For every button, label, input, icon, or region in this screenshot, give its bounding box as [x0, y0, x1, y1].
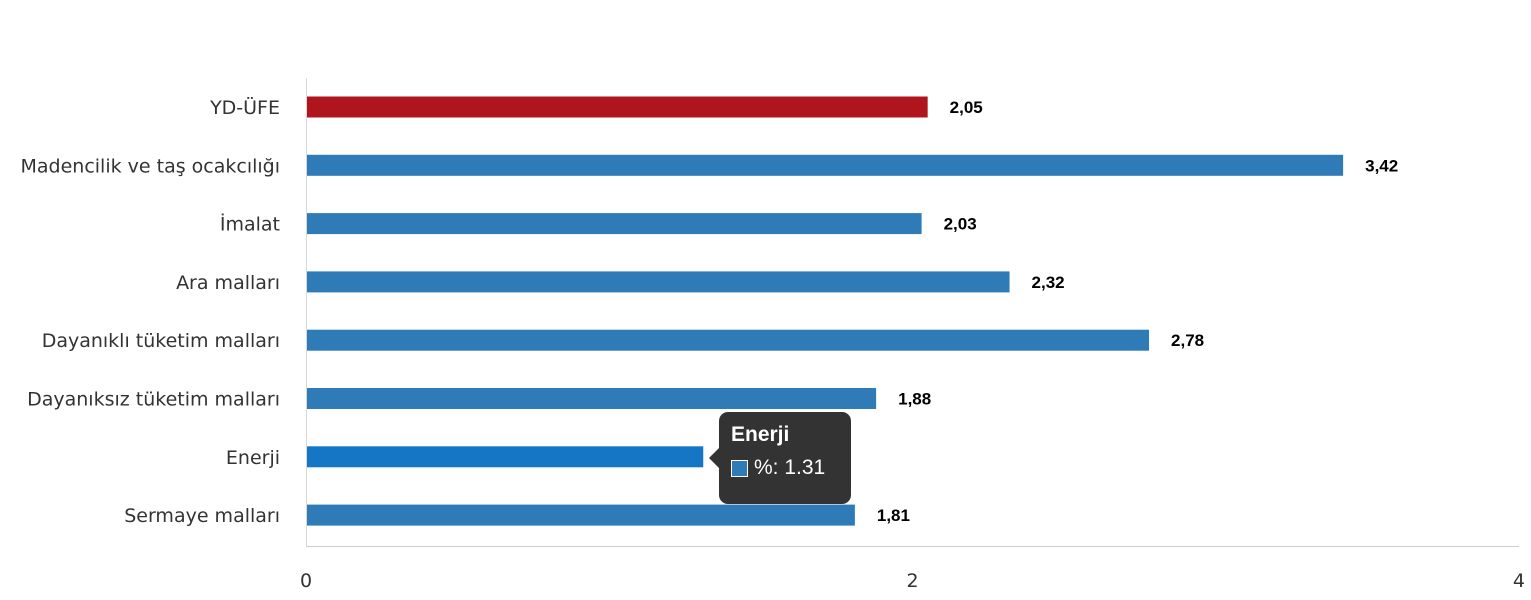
category-label: Sermaye malları: [124, 505, 280, 527]
data-label: 2,32: [1032, 273, 1065, 292]
data-label: 2,78: [1171, 331, 1204, 350]
tooltip: Enerji %: 1.31: [709, 412, 851, 504]
tooltip-value: %: 1.31: [754, 456, 826, 479]
tooltip-title: Enerji: [731, 423, 790, 446]
data-label: 3,42: [1365, 156, 1398, 175]
category-label: Ara malları: [176, 272, 280, 294]
category-label: Madencilik ve taş ocakcılığı: [21, 155, 281, 177]
bar[interactable]: [307, 329, 1150, 351]
data-label: 1,81: [877, 506, 910, 525]
bar[interactable]: [307, 96, 928, 118]
tooltip-row: %: 1.31: [731, 456, 839, 480]
data-label: 1,88: [898, 390, 931, 409]
data-label: 2,05: [950, 98, 983, 117]
bar[interactable]: [307, 388, 877, 409]
category-labels: YD-ÜFE Madencilik ve taş ocakcılığı İmalat…: [21, 96, 281, 527]
bars-layer: [307, 96, 1344, 526]
bar[interactable]: [307, 504, 855, 526]
data-label: 2,03: [944, 215, 977, 234]
bar[interactable]: [307, 271, 1010, 293]
category-label: İmalat: [220, 213, 280, 236]
bar[interactable]: [307, 213, 922, 235]
category-label: YD-ÜFE: [209, 96, 280, 119]
x-tick-label: 0: [300, 570, 312, 592]
x-axis-ticks: 0 2 4: [300, 570, 1525, 592]
category-label: Enerji: [226, 447, 280, 469]
x-tick-label: 2: [906, 570, 918, 592]
category-label: Dayanıklı tüketim malları: [42, 330, 280, 352]
tooltip-swatch: [731, 459, 748, 477]
x-tick-label: 4: [1513, 570, 1525, 592]
bar[interactable]: [307, 446, 704, 468]
bar[interactable]: [307, 154, 1344, 176]
category-label: Dayanıksız tüketim malları: [27, 389, 280, 411]
